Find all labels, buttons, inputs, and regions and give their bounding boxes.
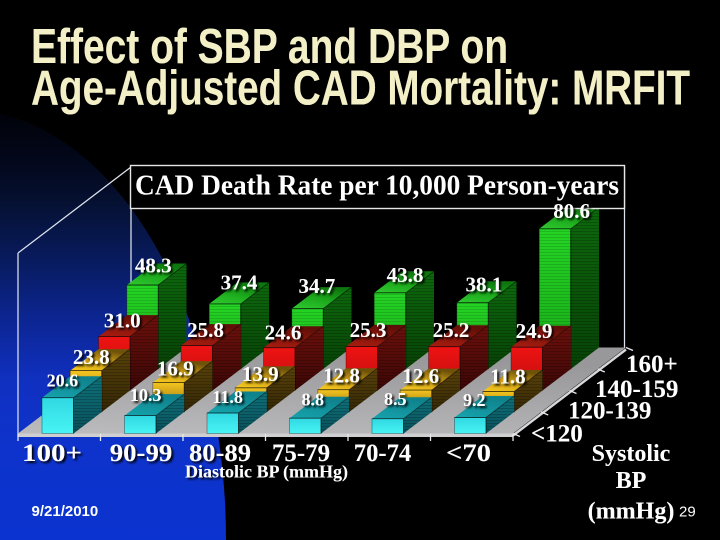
svg-text:(mmHg): (mmHg) [588, 499, 675, 525]
svg-text:120-139: 120-139 [568, 398, 651, 425]
svg-text:10.3: 10.3 [130, 385, 162, 405]
svg-text:13.9: 13.9 [242, 362, 279, 386]
svg-text:160+: 160+ [626, 351, 678, 378]
svg-text:70-74: 70-74 [354, 440, 412, 467]
svg-text:140-159: 140-159 [595, 376, 678, 403]
svg-text:9.2: 9.2 [463, 390, 486, 410]
svg-text:37.4: 37.4 [221, 271, 258, 295]
svg-text:31.0: 31.0 [104, 309, 141, 333]
svg-text:25.8: 25.8 [187, 318, 224, 342]
svg-text:Systolic: Systolic [592, 441, 671, 467]
svg-text:11.8: 11.8 [212, 387, 243, 407]
svg-text:8.8: 8.8 [302, 390, 325, 410]
svg-text:75-79: 75-79 [272, 440, 330, 467]
svg-text:90-99: 90-99 [110, 440, 173, 467]
svg-text:24.6: 24.6 [265, 320, 302, 344]
svg-text:80-89: 80-89 [189, 440, 251, 467]
svg-text:16.9: 16.9 [157, 356, 194, 380]
svg-text:24.9: 24.9 [516, 319, 553, 343]
svg-text:Age-Adjusted CAD Mortality: MR: Age-Adjusted CAD Mortality: MRFIT [31, 62, 690, 116]
svg-text:25.3: 25.3 [350, 318, 387, 342]
svg-text:11.8: 11.8 [490, 365, 526, 389]
svg-text:12.8: 12.8 [323, 364, 360, 388]
svg-text:<70: <70 [446, 440, 491, 467]
svg-text:CAD Death Rate per 10,000 Pers: CAD Death Rate per 10,000 Person-years [135, 170, 619, 202]
svg-text:BP: BP [616, 468, 647, 494]
svg-text:9/21/2010: 9/21/2010 [32, 503, 99, 520]
svg-text:43.8: 43.8 [387, 263, 424, 287]
svg-text:25.2: 25.2 [433, 318, 470, 342]
svg-text:29: 29 [679, 504, 696, 521]
svg-text:100+: 100+ [22, 440, 82, 467]
svg-text:<120: <120 [531, 421, 583, 448]
svg-text:20.6: 20.6 [47, 371, 79, 391]
svg-text:38.1: 38.1 [466, 273, 503, 297]
svg-text:23.8: 23.8 [73, 345, 110, 369]
svg-text:8.5: 8.5 [384, 389, 407, 409]
svg-text:80.6: 80.6 [553, 199, 590, 223]
svg-text:48.3: 48.3 [135, 254, 172, 278]
svg-text:Effect of SBP and DBP on: Effect of SBP and DBP on [31, 20, 508, 74]
svg-text:Diastolic BP (mmHg): Diastolic BP (mmHg) [185, 462, 348, 483]
svg-text:12.6: 12.6 [402, 364, 439, 388]
svg-text:34.7: 34.7 [299, 274, 336, 298]
